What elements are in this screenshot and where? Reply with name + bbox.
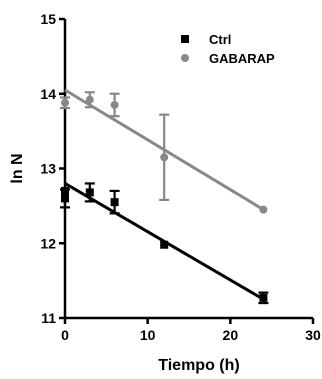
data-point-gabarap — [259, 205, 268, 214]
data-point-ctrl — [110, 198, 119, 207]
y-tick-label: 11 — [41, 310, 56, 326]
x-tick-label: 0 — [61, 327, 69, 343]
x-tick-label: 10 — [140, 327, 156, 343]
plot-series — [60, 88, 269, 305]
x-tick-label: 20 — [223, 327, 239, 343]
x-axis-title: Tiempo (h) — [158, 357, 239, 374]
x-tick-label: 30 — [305, 327, 321, 343]
data-point-ctrl — [85, 188, 94, 197]
data-point-gabarap — [160, 153, 169, 162]
axes: 11 12 13 14 15 0 10 20 30 — [40, 11, 321, 343]
y-ticks: 11 12 13 14 15 — [40, 11, 65, 326]
legend-marker-ctrl — [181, 35, 189, 43]
data-point-ctrl — [259, 293, 268, 302]
data-point-gabarap — [85, 95, 94, 104]
legend-marker-gabarap — [181, 54, 189, 62]
y-tick-label: 12 — [40, 235, 56, 251]
data-point-ctrl — [160, 240, 169, 249]
data-point-ctrl — [61, 186, 69, 195]
y-tick-label: 15 — [40, 11, 56, 27]
series-gabarap — [60, 88, 268, 214]
y-tick-label: 14 — [40, 86, 56, 102]
data-point-ctrl — [61, 194, 69, 203]
data-point-gabarap — [61, 98, 69, 107]
legend-label-gabarap: GABARAP — [209, 51, 275, 66]
series-ctrl — [60, 182, 269, 305]
y-tick-label: 13 — [40, 161, 56, 177]
data-point-gabarap — [110, 100, 119, 109]
y-axis-title: ln N — [9, 153, 26, 183]
legend-label-ctrl: Ctrl — [209, 32, 231, 47]
legend: Ctrl GABARAP — [181, 32, 275, 66]
x-ticks: 0 10 20 30 — [61, 318, 321, 343]
